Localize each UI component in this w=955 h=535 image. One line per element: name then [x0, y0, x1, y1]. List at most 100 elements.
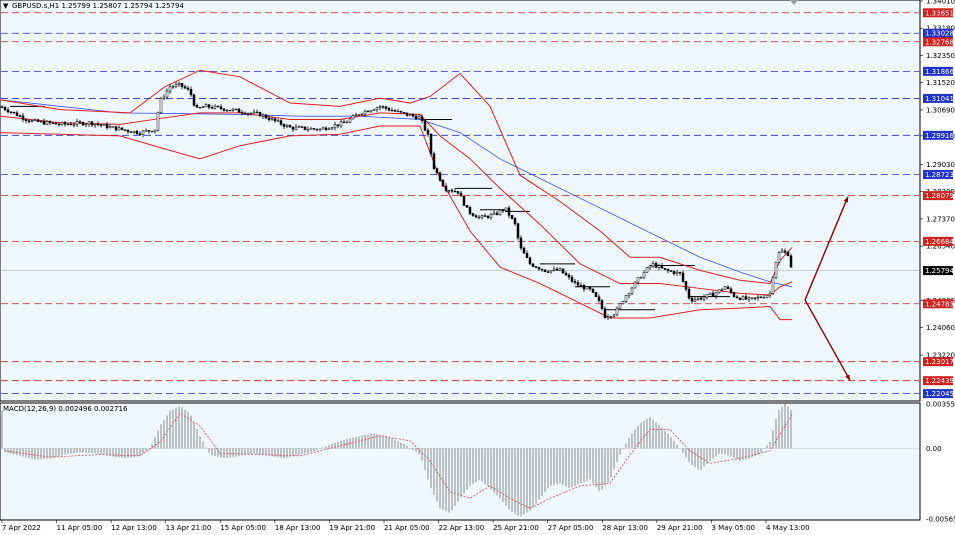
- candle-body: [468, 207, 472, 214]
- candle-body: [300, 126, 304, 128]
- macd-header: MACD(12,26,9) 0.002496 0.002716: [3, 405, 128, 413]
- candle-body: [324, 127, 328, 130]
- candle-body: [531, 263, 535, 267]
- candle-body: [180, 82, 184, 87]
- candle-body: [774, 261, 778, 278]
- candle-body: [285, 125, 289, 127]
- candle-body: [672, 271, 676, 275]
- candle-body: [489, 214, 493, 218]
- symbol-header: GBPUSD.s,H1 1.25799 1.25807 1.25794 1.25…: [12, 2, 184, 10]
- candle-body: [273, 118, 277, 122]
- y-tick-label: 1.26540: [926, 243, 955, 251]
- x-tick-label: 25 Apr 21:00: [493, 524, 539, 532]
- candle-body: [747, 297, 751, 300]
- candle-body: [177, 82, 181, 85]
- candle-body: [402, 111, 406, 114]
- moving-average-line: [0, 99, 793, 288]
- candle-body: [696, 297, 700, 300]
- candle-body: [147, 130, 151, 132]
- candle-body: [678, 271, 682, 274]
- current-price-label: 1.25794: [925, 267, 954, 275]
- candle-body: [663, 267, 667, 270]
- candle-body: [393, 110, 397, 112]
- candle-body: [15, 112, 19, 116]
- candle-body: [231, 108, 235, 111]
- candle-body: [336, 124, 340, 127]
- candle-body: [723, 286, 727, 290]
- macd-series: [1, 403, 919, 517]
- candle-body: [54, 122, 58, 125]
- candle-body: [33, 119, 37, 121]
- candle-body: [486, 215, 490, 218]
- candle-body: [234, 108, 238, 111]
- candle-body: [219, 106, 223, 110]
- level-badge: [923, 191, 953, 201]
- dropdown-triangle-icon[interactable]: ▼: [3, 2, 9, 10]
- candle-body: [609, 316, 613, 318]
- candle-body: [6, 109, 10, 113]
- candle-body: [474, 215, 478, 218]
- candle-body: [60, 122, 64, 125]
- candle-body: [492, 212, 496, 215]
- candle-body: [228, 109, 232, 112]
- candle-body: [507, 207, 511, 216]
- candle-body: [432, 153, 436, 169]
- candle-body: [99, 124, 103, 126]
- candle-body: [483, 215, 487, 217]
- candle-body: [0, 106, 4, 108]
- candle-body: [642, 272, 646, 278]
- candle-body: [645, 267, 649, 273]
- candle-body: [339, 121, 343, 127]
- level-badge: [923, 389, 953, 399]
- candle-body: [315, 128, 319, 131]
- bollinger-upper-band: [0, 69, 793, 285]
- macd-panel[interactable]: [0, 402, 921, 521]
- candle-body: [81, 122, 85, 126]
- level-badge: [923, 66, 953, 76]
- candle-body: [702, 296, 706, 300]
- candle-body: [3, 107, 7, 111]
- candle-body: [720, 289, 724, 291]
- candle-body: [705, 294, 709, 298]
- candle-body: [669, 270, 673, 272]
- candle-body: [132, 130, 136, 133]
- candle-body: [114, 126, 118, 131]
- candle-body: [459, 192, 463, 197]
- y-tick-label: 1.31520: [926, 79, 955, 87]
- candle-body: [207, 104, 211, 108]
- candle-body: [192, 94, 196, 106]
- candle-body: [606, 316, 610, 319]
- candle-body: [585, 286, 589, 290]
- candle-body: [408, 114, 412, 116]
- candle-body: [579, 284, 583, 287]
- candle-body: [51, 122, 55, 124]
- candle-body: [24, 119, 28, 121]
- x-tick-label: 13 Apr 21:00: [166, 524, 212, 532]
- candle-body: [519, 237, 523, 249]
- level-badge-label: 1.28723: [925, 171, 954, 179]
- candle-body: [699, 297, 703, 300]
- candle-body: [600, 300, 604, 309]
- current-price-badge: [923, 266, 953, 276]
- level-badge: [923, 236, 953, 246]
- candle-body: [156, 112, 160, 131]
- candle-body: [660, 265, 664, 269]
- candle-body: [9, 111, 13, 113]
- candle-body: [270, 118, 274, 121]
- candle-body: [453, 190, 457, 193]
- candle-body: [333, 124, 337, 129]
- candle-body: [72, 124, 76, 126]
- price-panel[interactable]: [0, 0, 921, 402]
- candle-body: [438, 172, 442, 181]
- level-lines: [1, 12, 919, 395]
- candle-body: [201, 106, 205, 108]
- x-tick-label: 27 Apr 05:00: [548, 524, 594, 532]
- candle-body: [222, 108, 226, 111]
- level-badge-label: 1.33028: [925, 30, 954, 38]
- candle-body: [576, 282, 580, 286]
- candle-body: [141, 130, 145, 135]
- x-tick-label: 12 Apr 13:00: [111, 524, 157, 532]
- level-badge: [923, 8, 953, 18]
- candle-body: [174, 84, 178, 87]
